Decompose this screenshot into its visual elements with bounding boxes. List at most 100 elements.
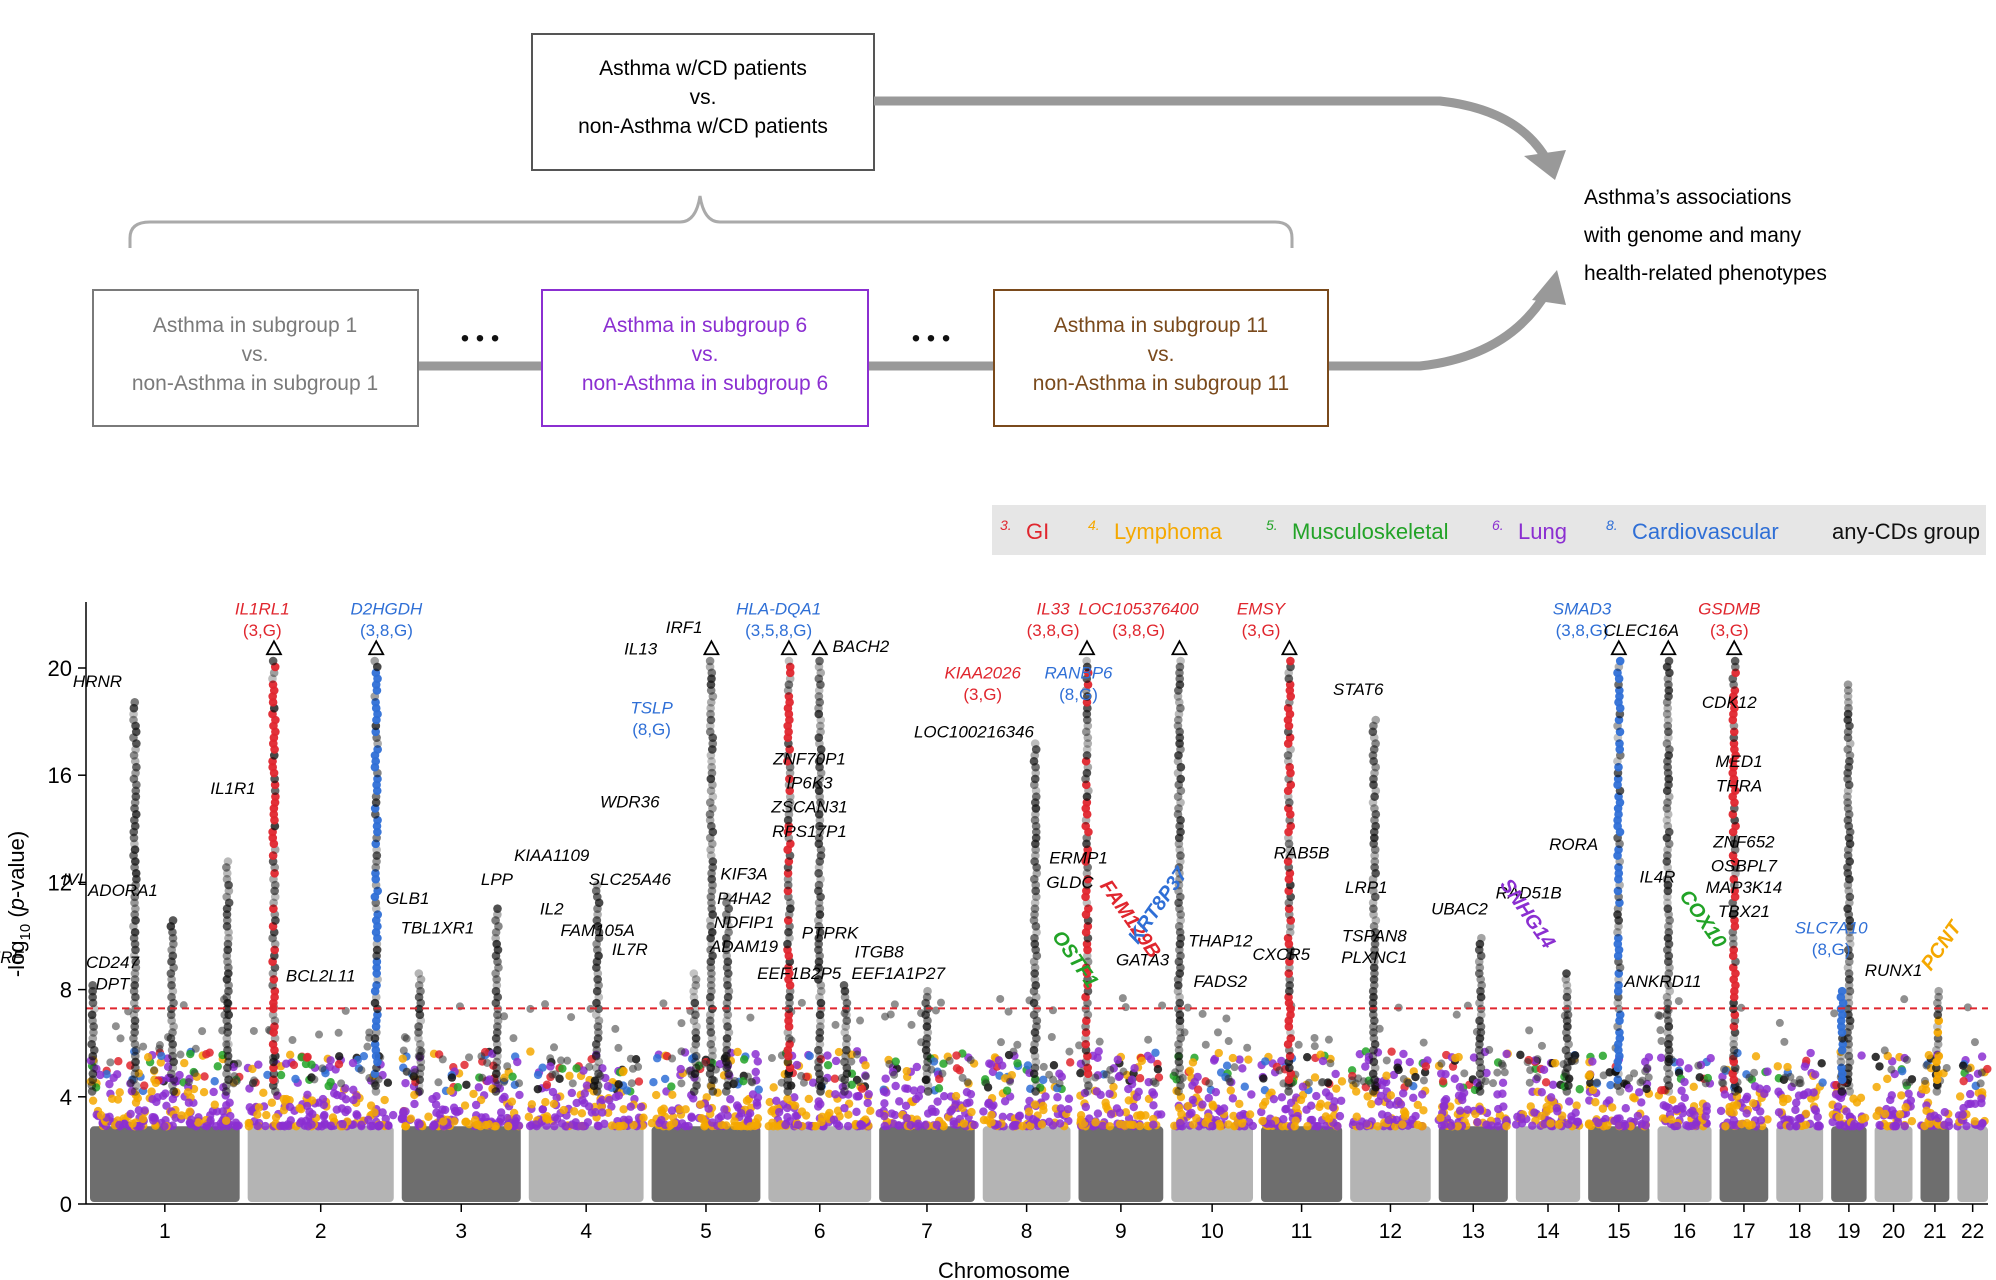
peak-point <box>689 992 699 1002</box>
background-point <box>1312 1121 1322 1131</box>
background-point <box>1875 1120 1884 1130</box>
background-point <box>852 1050 861 1059</box>
background-point <box>208 1106 218 1116</box>
background-point <box>1680 1093 1689 1102</box>
background-point <box>234 1121 243 1130</box>
background-point <box>513 1057 522 1067</box>
background-point <box>481 1120 491 1130</box>
background-point <box>1266 1119 1276 1129</box>
peak-point <box>491 916 500 925</box>
background-point <box>234 1059 243 1068</box>
background-point <box>271 1113 281 1122</box>
background-point <box>115 1088 124 1097</box>
peak-point <box>1934 1051 1944 1061</box>
peak-point <box>707 927 717 937</box>
background-point <box>168 1121 177 1130</box>
background-point <box>328 1113 338 1122</box>
background-point <box>1553 1107 1562 1116</box>
background-point <box>191 1044 200 1053</box>
chromosome-band-17 <box>1719 1126 1769 1202</box>
background-point <box>147 1087 156 1096</box>
peak-point <box>1285 851 1295 860</box>
background-point <box>805 1051 814 1061</box>
peak-point <box>87 1039 96 1049</box>
peak-point <box>371 863 381 872</box>
background-point <box>1668 1095 1677 1105</box>
background-point <box>1794 1091 1804 1100</box>
chromosome-band-15 <box>1588 1126 1650 1202</box>
background-point <box>542 1080 552 1089</box>
peak-point <box>1663 845 1672 855</box>
gene-label: NDFIP1 <box>714 913 774 932</box>
background-point <box>398 1054 407 1063</box>
peak-point <box>1476 986 1485 996</box>
subgroup-11-line-3: non-Asthma in subgroup 11 <box>1033 372 1289 395</box>
peak-point <box>270 1022 279 1031</box>
peak-point <box>1283 751 1293 760</box>
peak-point <box>1175 727 1184 737</box>
capped-triangle <box>265 639 283 656</box>
background-point <box>1214 1048 1223 1058</box>
background-point <box>1570 1056 1579 1065</box>
peak-point <box>416 986 425 996</box>
background-point <box>1598 1051 1608 1061</box>
background-point <box>1750 1068 1759 1077</box>
peak-point <box>1845 751 1855 760</box>
peak-point <box>269 1063 278 1073</box>
peak-point <box>691 1028 700 1037</box>
gene-label: LOC100216346 <box>914 723 1035 742</box>
peak-point <box>1845 939 1855 949</box>
peak-point <box>1029 1010 1039 1020</box>
background-point <box>483 1058 492 1067</box>
peak-point <box>1475 1081 1485 1090</box>
background-point <box>1066 1058 1075 1067</box>
x-tick-label: 20 <box>1882 1220 1905 1243</box>
background-point <box>1437 1121 1447 1130</box>
background-point <box>1198 1009 1207 1018</box>
background-point <box>745 1109 755 1118</box>
background-point <box>1085 1114 1094 1123</box>
peak-chr1 <box>87 981 99 1096</box>
peak-point <box>1083 739 1093 748</box>
background-point <box>696 1100 705 1109</box>
background-point <box>932 1120 942 1130</box>
background-point <box>546 1054 555 1063</box>
x-axis-label: Chromosome <box>938 1258 1070 1280</box>
peak-point <box>839 981 849 990</box>
background-point <box>112 1070 122 1079</box>
background-point <box>295 1104 304 1113</box>
background-point <box>1398 1120 1407 1129</box>
gene-label: ITGB8 <box>855 942 905 961</box>
background-point <box>432 1092 441 1101</box>
background-point <box>1047 1033 1056 1042</box>
background-point <box>357 1120 366 1130</box>
peak-point <box>1845 1087 1854 1096</box>
background-point <box>987 1110 996 1120</box>
background-point <box>1189 1120 1198 1129</box>
x-tick-label: 8 <box>1021 1220 1033 1243</box>
peak-point <box>784 692 794 701</box>
peak-point <box>723 1081 732 1090</box>
peak-point <box>373 910 383 919</box>
background-point <box>1635 1088 1644 1097</box>
gene-label: SLC7A10 <box>1795 918 1868 937</box>
background-point <box>611 1024 620 1033</box>
background-point <box>552 1114 562 1124</box>
background-point <box>315 1030 324 1039</box>
background-point <box>1148 1088 1157 1097</box>
peak-point <box>706 892 716 902</box>
peak-point <box>815 992 824 1002</box>
background-point <box>1452 1010 1461 1019</box>
background-point <box>880 1099 889 1108</box>
background-point <box>1310 1033 1319 1042</box>
background-point <box>1095 1037 1104 1046</box>
peak-point <box>783 939 792 949</box>
peak-point <box>491 933 500 943</box>
peak-point <box>1614 981 1623 990</box>
peak-point <box>689 969 699 978</box>
background-point <box>1940 1107 1949 1117</box>
gene-label: LRP1 <box>1345 878 1388 897</box>
peak-point <box>1175 1028 1185 1037</box>
background-point <box>465 1053 474 1062</box>
background-point <box>114 1057 123 1066</box>
